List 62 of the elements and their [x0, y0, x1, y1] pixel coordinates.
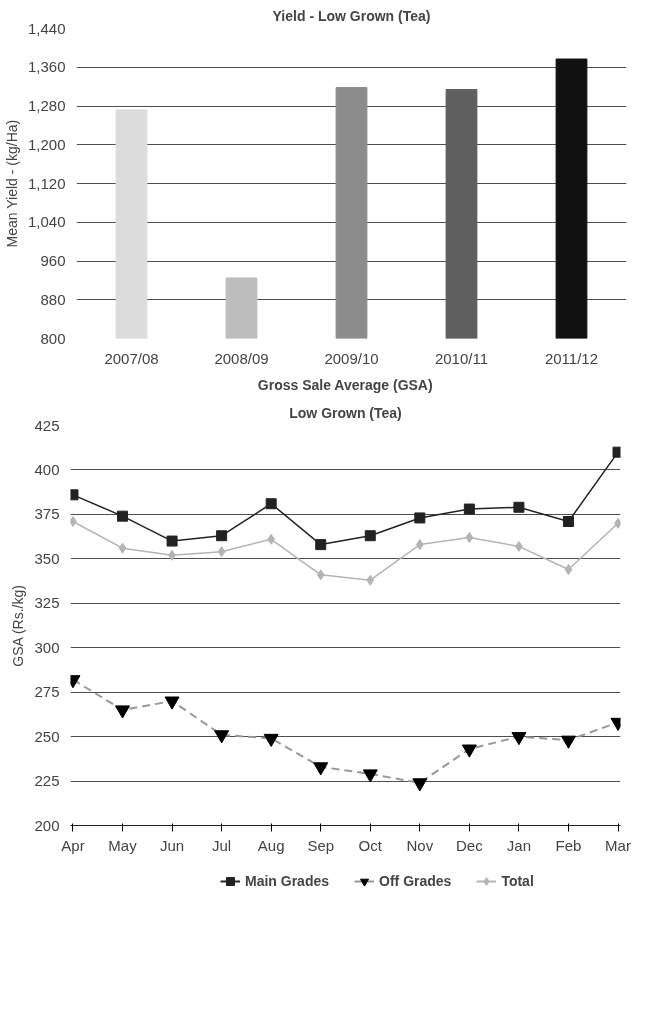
point: [463, 503, 475, 515]
x-tick-label: Dec: [456, 836, 484, 854]
x-tick-label: Feb: [555, 836, 582, 854]
y-tick-label: 425: [34, 416, 60, 434]
x-tick-label: 2009/10: [324, 349, 379, 367]
x-tick-label: Aug: [257, 836, 285, 854]
y-tick-label: 880: [40, 290, 66, 308]
y-tick-label: 1,280: [27, 97, 66, 114]
legend-label: Total: [501, 873, 534, 889]
point: [118, 542, 127, 554]
point: [216, 530, 228, 542]
x-tick-label: 2008/09: [214, 349, 269, 367]
y-tick-label: 350: [34, 549, 60, 567]
x-tick-label: Jul: [212, 836, 232, 854]
y-tick-label: 275: [34, 683, 60, 701]
point: [414, 512, 426, 524]
point: [415, 539, 424, 551]
x-tick-label: 2007/08: [104, 349, 159, 367]
point: [364, 530, 376, 542]
x-tick-label: Sep: [307, 836, 335, 854]
chart-title: Gross Sale Average (GSA): [257, 376, 433, 393]
y-tick-label: 300: [34, 638, 60, 656]
legend-label: Main Grades: [245, 873, 330, 889]
y-axis-title: GSA (Rs./kg): [10, 585, 27, 667]
point: [265, 498, 277, 510]
x-tick-label: Mar: [605, 836, 631, 854]
y-tick-label: 1,440: [27, 19, 66, 37]
y-axis-title: Mean Yield - (kg/Ha): [3, 119, 20, 248]
x-tick-label: May: [108, 836, 138, 854]
point: [117, 510, 129, 522]
point: [166, 535, 178, 547]
y-tick-label: 1,200: [27, 135, 66, 153]
y-tick-label: 960: [40, 252, 66, 269]
legend-label: Off Grades: [379, 873, 452, 889]
point: [267, 533, 276, 545]
point: [564, 564, 573, 575]
y-tick-label: 800: [40, 329, 66, 347]
x-tick-label: Jun: [159, 836, 185, 854]
point: [316, 569, 325, 581]
x-tick-label: Apr: [61, 836, 85, 854]
y-tick-label: 375: [34, 505, 60, 523]
y-tick-label: 250: [34, 727, 60, 745]
x-tick-label: Nov: [406, 836, 434, 854]
chart-subtitle: Low Grown (Tea): [289, 404, 402, 421]
y-tick-label: 225: [34, 772, 60, 790]
point: [366, 574, 375, 586]
x-tick-label: 2010/11: [434, 349, 489, 367]
point: [562, 516, 574, 527]
y-tick-label: 1,360: [27, 58, 66, 76]
x-tick-label: Jan: [506, 836, 532, 854]
point: [513, 501, 525, 513]
y-tick-label: 1,120: [27, 174, 66, 192]
x-tick-label: Oct: [358, 836, 383, 854]
y-tick-label: 400: [34, 460, 60, 478]
point: [217, 546, 226, 558]
point: [315, 539, 327, 551]
y-tick-label: 1,040: [27, 213, 66, 231]
y-tick-label: 200: [34, 816, 60, 834]
y-tick-label: 325: [34, 594, 60, 612]
x-tick-label: 2011/12: [544, 349, 599, 367]
chart-title: Yield - Low Grown (Tea): [272, 7, 431, 24]
point: [465, 532, 474, 543]
